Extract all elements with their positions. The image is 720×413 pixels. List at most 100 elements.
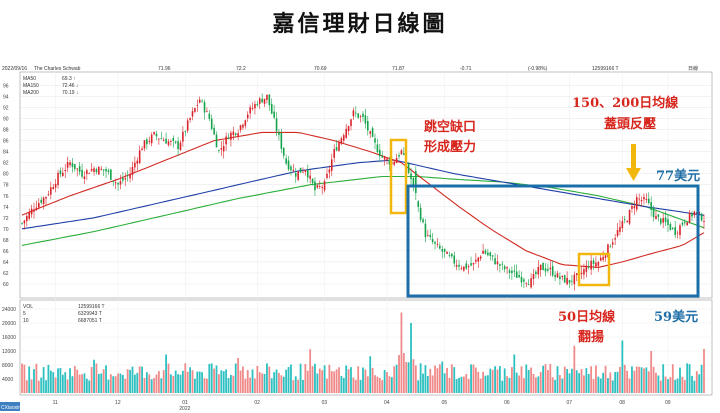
volume-bar	[198, 371, 201, 393]
volume-bar	[390, 377, 393, 393]
date-tick-label: 09	[665, 400, 671, 406]
volume-bar	[640, 367, 643, 393]
candle-body	[218, 150, 220, 151]
candle-body	[191, 111, 194, 117]
volume-bar	[460, 376, 463, 393]
candle-body	[619, 226, 621, 232]
volume-bar	[25, 380, 28, 393]
volume-bar	[102, 369, 105, 393]
volume-bar	[49, 370, 52, 393]
volume-bar	[573, 345, 576, 393]
candle-body	[645, 198, 648, 201]
volume-bar	[237, 358, 240, 393]
candle-body	[667, 219, 669, 225]
volume-bar	[542, 365, 545, 393]
candle-body	[138, 150, 141, 164]
candle-body	[575, 273, 578, 276]
volume-bar	[304, 363, 307, 393]
volume-bar	[609, 372, 612, 393]
candle-body	[626, 221, 628, 223]
volume-bar	[114, 376, 117, 393]
volume-bar	[177, 374, 179, 393]
volume-bar	[414, 365, 417, 393]
volume-bar	[518, 375, 520, 393]
candle-body	[263, 98, 266, 104]
candle-body	[306, 169, 309, 178]
candle-body	[439, 245, 441, 249]
ma50-annotation-line1: 50日均線	[558, 309, 616, 325]
header-period: 日線	[688, 65, 698, 72]
volume-bar	[227, 377, 230, 393]
candle-body	[477, 257, 480, 262]
candle-body	[501, 263, 504, 265]
candle-body	[126, 174, 129, 176]
volume-bar	[381, 380, 384, 393]
candle-body	[583, 269, 585, 275]
candle-body	[268, 94, 271, 106]
candle-body	[415, 170, 417, 194]
volume-bar	[261, 373, 264, 393]
price77-annotation: 77美元	[656, 168, 700, 184]
candle-body	[153, 131, 155, 135]
volume-bar	[426, 375, 429, 393]
candle-body	[107, 170, 110, 172]
volume-tick-label: 20000	[2, 321, 16, 327]
volume-bar	[655, 372, 657, 393]
volume-bar	[311, 366, 314, 393]
header-date: 2022/09/16	[2, 66, 27, 72]
volume-bar	[664, 376, 667, 393]
volume-bar	[489, 368, 492, 393]
candle-body	[376, 144, 379, 153]
price-tick-label: 82	[3, 161, 9, 167]
candle-body	[294, 173, 297, 177]
candle-body	[539, 264, 542, 271]
candle-body	[475, 259, 477, 262]
candle-body	[177, 141, 179, 150]
volume-tick-label: 8000	[2, 363, 13, 369]
date-tick-label: 07	[567, 400, 573, 406]
candle-body	[340, 138, 343, 144]
candle-body	[201, 100, 203, 102]
candle-body	[417, 201, 420, 207]
volume-bar	[191, 370, 194, 393]
candle-body	[535, 271, 537, 275]
candle-body	[234, 133, 237, 135]
volume-bar	[37, 380, 40, 393]
volume-bar	[453, 367, 456, 393]
candle-body	[700, 213, 703, 221]
volume-bar	[280, 375, 283, 393]
volume-bar	[184, 363, 187, 393]
candle-body	[523, 279, 525, 282]
candle-body	[631, 206, 633, 209]
header-change: -0.71	[460, 66, 472, 72]
volume-bar	[357, 366, 360, 393]
volume-bar	[424, 365, 427, 393]
candle-body	[304, 170, 307, 172]
date-tick-label: 04	[384, 400, 390, 406]
volume-bar	[69, 368, 71, 393]
volume-tick-label: 24000	[2, 307, 16, 313]
volume-bar	[246, 370, 249, 393]
header-symbol: The Charles Schwab	[34, 66, 81, 72]
volume-bar	[650, 351, 653, 393]
volume-bar	[462, 376, 465, 393]
volume-bar	[186, 371, 189, 393]
volume-bar	[88, 380, 91, 393]
candle-body	[451, 253, 453, 257]
volume-bar	[155, 374, 158, 393]
candle-body	[150, 134, 153, 144]
volume-bar	[671, 364, 674, 393]
volume-bar	[479, 378, 482, 393]
candle-body	[568, 279, 571, 283]
candle-body	[537, 266, 540, 275]
volume-bar	[698, 374, 701, 393]
candle-body	[446, 251, 448, 254]
volume-bar	[40, 377, 43, 393]
candle-body	[141, 148, 143, 151]
candle-body	[354, 112, 357, 114]
candle-body	[278, 131, 280, 135]
volume-bar	[21, 363, 23, 393]
volume-bar	[681, 376, 684, 393]
volume-bar	[222, 371, 225, 393]
